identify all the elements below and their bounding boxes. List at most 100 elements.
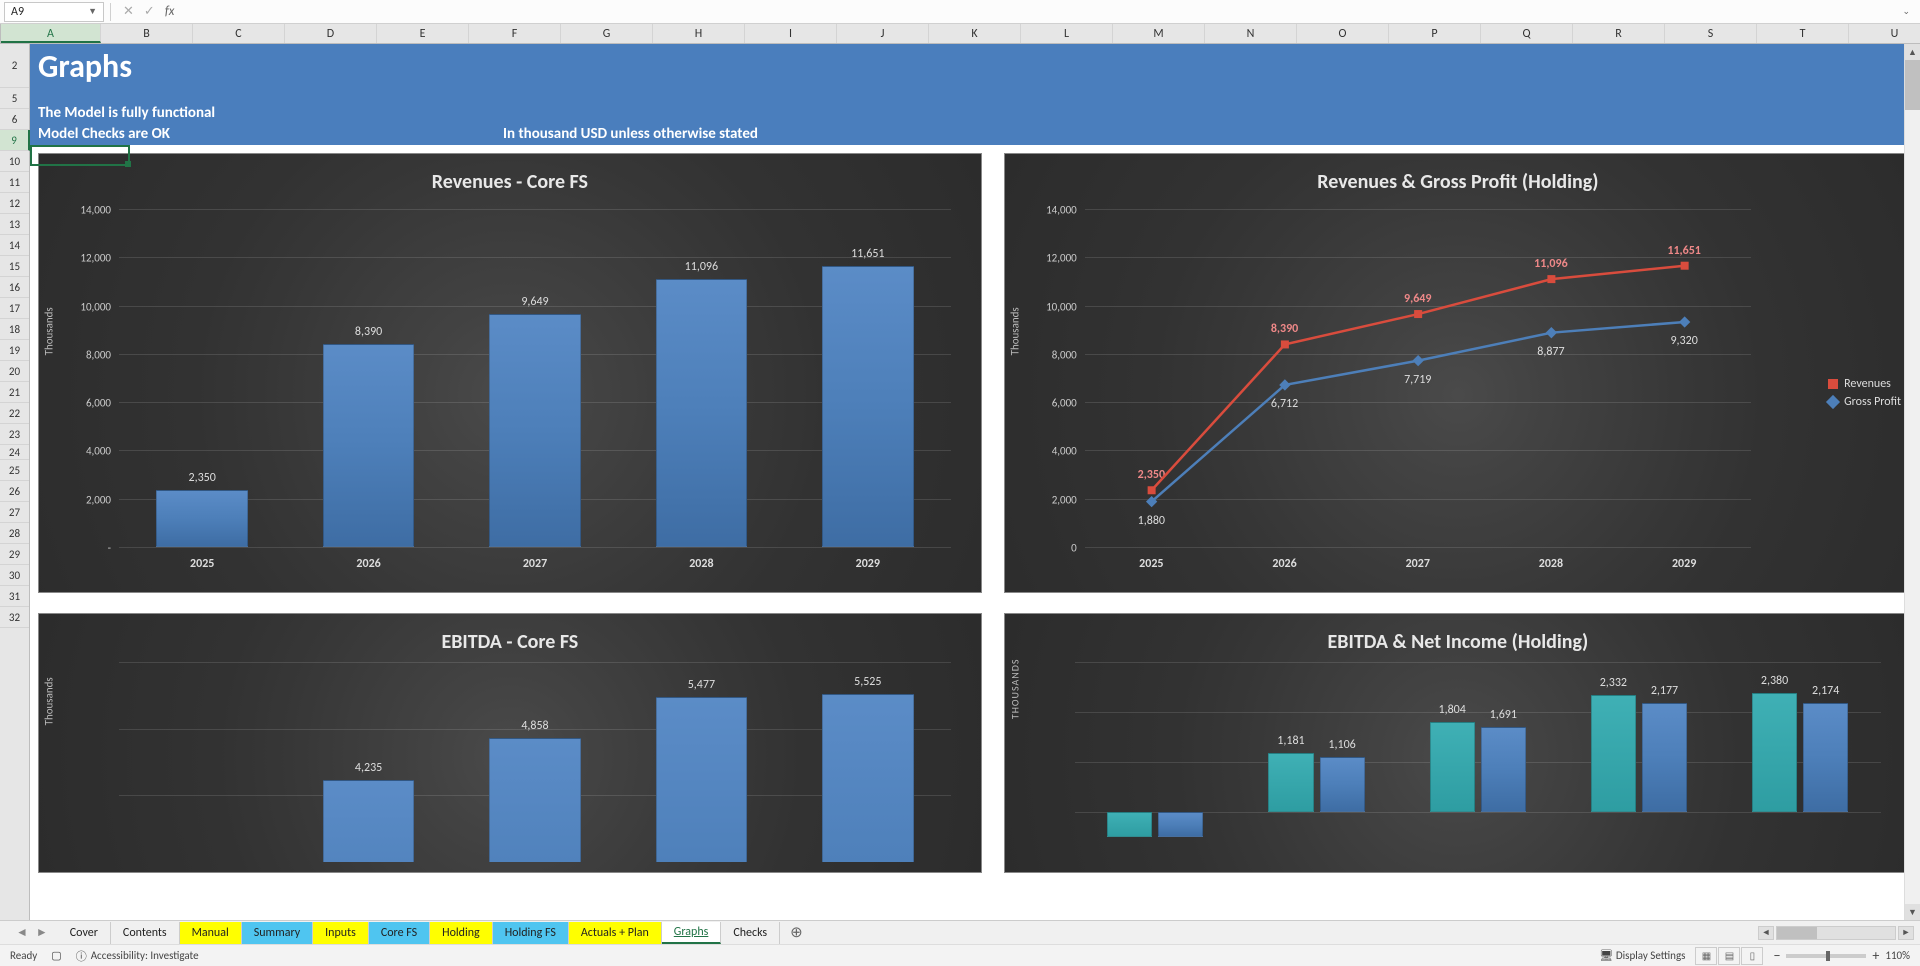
chart-ebitda-net-income[interactable]: EBITDA & Net Income (Holding) THOUSANDS … (1004, 613, 1912, 873)
macro-record-icon[interactable]: ▢ (51, 949, 61, 962)
tab-nav-prev-icon[interactable]: ◄ (16, 925, 28, 940)
sheet-tab[interactable]: Inputs (313, 922, 369, 944)
column-header[interactable]: S (1665, 24, 1757, 43)
legend: RevenuesGross Profit (1828, 373, 1901, 413)
column-header[interactable]: B (101, 24, 193, 43)
row-headers: 2569101112131415161718192021222324252627… (0, 44, 30, 920)
row-header[interactable]: 25 (0, 460, 29, 481)
row-header[interactable]: 12 (0, 193, 29, 214)
zoom-slider[interactable] (1786, 954, 1866, 958)
column-header[interactable]: M (1113, 24, 1205, 43)
row-header[interactable]: 10 (0, 151, 29, 172)
worksheet-canvas[interactable]: Graphs The Model is fully functional Mod… (30, 44, 1920, 920)
sheet-tab[interactable]: Summary (242, 922, 313, 944)
row-header[interactable]: 30 (0, 565, 29, 586)
sheet-tab[interactable]: Checks (721, 922, 780, 944)
accessibility-status[interactable]: ⓘ Accessibility: Investigate (76, 948, 199, 964)
row-header[interactable]: 2 (0, 44, 29, 88)
horizontal-scrollbar[interactable]: ◄ ► (1758, 926, 1914, 940)
column-header[interactable]: Q (1481, 24, 1573, 43)
column-header[interactable]: E (377, 24, 469, 43)
row-header[interactable]: 24 (0, 445, 29, 460)
row-header[interactable]: 22 (0, 403, 29, 424)
expand-formula-icon[interactable]: ⌄ (1896, 6, 1916, 17)
view-normal-button[interactable]: ▦ (1695, 947, 1717, 965)
row-header[interactable]: 11 (0, 172, 29, 193)
scroll-down-icon[interactable]: ▼ (1905, 904, 1920, 920)
view-page-break-button[interactable]: ▯ (1741, 947, 1763, 965)
row-header[interactable]: 15 (0, 256, 29, 277)
sheet-tab[interactable]: Manual (180, 922, 242, 944)
sheet-tab[interactable]: Cover (58, 922, 111, 944)
header-banner: Graphs The Model is fully functional Mod… (30, 44, 1920, 145)
column-header[interactable]: K (929, 24, 1021, 43)
banner-line1: The Model is fully functional (38, 103, 1912, 124)
column-header[interactable]: H (653, 24, 745, 43)
row-header[interactable]: 9 (0, 130, 30, 151)
row-header[interactable]: 27 (0, 502, 29, 523)
row-header[interactable]: 6 (0, 109, 29, 130)
row-header[interactable]: 14 (0, 235, 29, 256)
sheet-tab[interactable]: Graphs (662, 922, 722, 944)
name-box[interactable]: A9 ▼ (4, 2, 104, 22)
row-header[interactable]: 28 (0, 523, 29, 544)
column-header[interactable]: P (1389, 24, 1481, 43)
row-header[interactable]: 17 (0, 298, 29, 319)
scroll-right-icon[interactable]: ► (1898, 926, 1914, 940)
sheet-tab[interactable]: Holding (430, 922, 493, 944)
scroll-thumb[interactable] (1905, 60, 1920, 110)
zoom-out-button[interactable]: − (1773, 947, 1780, 964)
plot-area: 3,0004,0005,0006,0004,2354,8585,4775,525 (119, 662, 951, 862)
row-header[interactable]: 21 (0, 382, 29, 403)
sheet-tab[interactable]: Core FS (369, 922, 430, 944)
sheet-tab[interactable]: Holding FS (493, 922, 569, 944)
column-header[interactable]: F (469, 24, 561, 43)
chart-revenues-core[interactable]: Revenues - Core FS Thousands -2,0004,000… (38, 153, 982, 593)
chevron-down-icon[interactable]: ▼ (88, 6, 97, 17)
zoom-in-button[interactable]: + (1872, 947, 1879, 964)
column-header[interactable]: D (285, 24, 377, 43)
scroll-left-icon[interactable]: ◄ (1758, 926, 1774, 940)
sheet-tab[interactable]: Actuals + Plan (569, 922, 662, 944)
add-sheet-button[interactable]: ⊕ (780, 923, 813, 942)
formula-input[interactable] (186, 2, 1890, 22)
row-header[interactable]: 19 (0, 340, 29, 361)
column-header[interactable]: C (193, 24, 285, 43)
legend-item: Gross Profit (1828, 395, 1901, 409)
view-page-layout-button[interactable]: ▤ (1718, 947, 1740, 965)
row-header[interactable]: 26 (0, 481, 29, 502)
chart-revenues-gross-profit[interactable]: Revenues & Gross Profit (Holding) Thousa… (1004, 153, 1912, 593)
column-header[interactable]: J (837, 24, 929, 43)
row-header[interactable]: 31 (0, 586, 29, 607)
column-header[interactable]: O (1297, 24, 1389, 43)
column-header[interactable]: A (1, 24, 101, 43)
column-header[interactable]: L (1021, 24, 1113, 43)
column-header[interactable]: G (561, 24, 653, 43)
row-header[interactable]: 32 (0, 607, 29, 628)
column-header[interactable]: N (1205, 24, 1297, 43)
row-header[interactable]: 18 (0, 319, 29, 340)
column-header[interactable]: T (1757, 24, 1849, 43)
row-header[interactable]: 23 (0, 424, 29, 445)
zoom-level[interactable]: 110% (1885, 949, 1910, 962)
row-header[interactable]: 20 (0, 361, 29, 382)
display-settings-button[interactable]: 🖥 Display Settings (1599, 949, 1685, 962)
column-header[interactable]: U (1849, 24, 1920, 43)
select-all-corner[interactable] (0, 24, 1, 43)
plot-area: 01,0002,0003,0001,1811,1061,8041,6912,33… (1075, 662, 1881, 862)
banner-line2b: In thousand USD unless otherwise stated (503, 124, 758, 145)
sheet-tab[interactable]: Contents (111, 922, 180, 944)
scroll-up-icon[interactable]: ▲ (1905, 44, 1920, 60)
row-header[interactable]: 16 (0, 277, 29, 298)
fx-icon[interactable]: fx (165, 4, 175, 19)
chart-ebitda-core[interactable]: EBITDA - Core FS Thousands 3,0004,0005,0… (38, 613, 982, 873)
tab-nav-next-icon[interactable]: ► (36, 925, 48, 940)
row-header[interactable]: 13 (0, 214, 29, 235)
column-header[interactable]: R (1573, 24, 1665, 43)
row-header[interactable]: 5 (0, 88, 29, 109)
vertical-scrollbar[interactable]: ▲ ▼ (1904, 44, 1920, 920)
scroll-thumb[interactable] (1777, 927, 1817, 939)
zoom-control[interactable]: − + 110% (1773, 947, 1910, 964)
row-header[interactable]: 29 (0, 544, 29, 565)
column-header[interactable]: I (745, 24, 837, 43)
